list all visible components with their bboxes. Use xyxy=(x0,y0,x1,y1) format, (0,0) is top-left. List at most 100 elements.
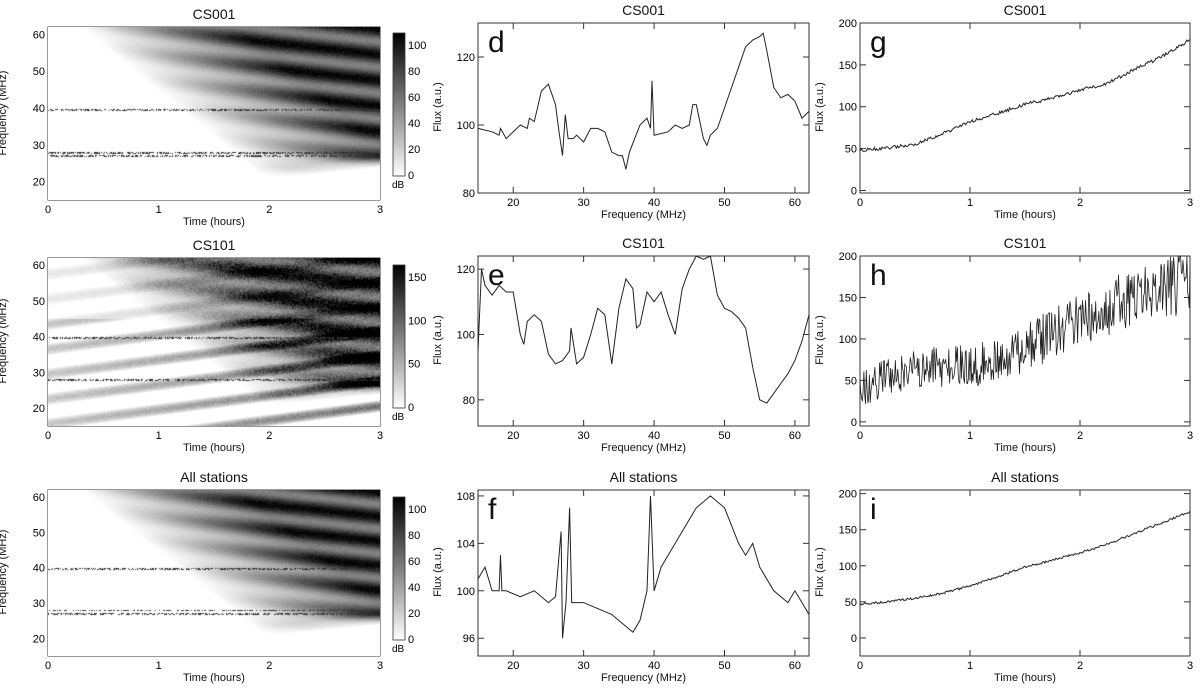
series-line-i xyxy=(859,510,1191,606)
y-tick-label: 50 xyxy=(33,527,45,539)
y-tick-label: 108 xyxy=(457,491,475,503)
y-tick-label: 20 xyxy=(33,403,45,415)
colorbar-tick: 100 xyxy=(408,40,426,52)
y-tick-label: 40 xyxy=(33,563,45,575)
panel-title-i: All stations xyxy=(991,469,1059,485)
x-tick-label: 2 xyxy=(1077,197,1083,209)
x-tick-label: 60 xyxy=(789,660,801,672)
y-tick-label: 150 xyxy=(839,525,857,537)
x-tick-label: 2 xyxy=(266,660,272,672)
y-tick-label: 50 xyxy=(33,296,45,308)
x-tick-label: 0 xyxy=(45,430,51,442)
panel-title-d: CS001 xyxy=(622,2,665,18)
x-tick-label: 50 xyxy=(718,660,730,672)
x-tick-label: 30 xyxy=(578,197,590,209)
panel-letter-h: h xyxy=(870,259,887,292)
plot-frame-e xyxy=(477,255,810,427)
y-tick-label: 50 xyxy=(845,144,857,156)
colorbar-tick: 50 xyxy=(408,359,420,371)
series-line-g xyxy=(859,39,1191,152)
y-tick-label: 50 xyxy=(845,375,857,387)
panel-letter-e: e xyxy=(488,259,505,292)
y-tick-label: 150 xyxy=(839,60,857,72)
colorbar-tick: 0 xyxy=(408,634,414,646)
x-tick-label: 40 xyxy=(648,430,660,442)
x-axis-label-d: Frequency (MHz) xyxy=(601,209,686,221)
panel-title-h: CS101 xyxy=(1003,235,1047,251)
y-tick-label: 60 xyxy=(33,492,45,504)
y-tick-label: 40 xyxy=(33,332,45,344)
panel-letter-d: d xyxy=(488,26,505,59)
x-tick-label: 50 xyxy=(718,430,730,442)
colorbar-tick: 20 xyxy=(408,608,420,620)
y-tick-label: 120 xyxy=(457,264,475,276)
y-tick-label: 30 xyxy=(33,598,45,610)
y-tick-label: 200 xyxy=(839,251,857,263)
x-axis-label-b: Time (hours) xyxy=(183,442,245,454)
y-tick-label: 104 xyxy=(457,538,475,550)
x-tick-label: 60 xyxy=(789,197,801,209)
y-tick-label: 100 xyxy=(839,561,857,573)
panel-title-e: CS101 xyxy=(622,235,665,251)
y-tick-label: 40 xyxy=(33,103,45,115)
y-tick-label: 50 xyxy=(33,66,45,78)
colorbar-tick: 80 xyxy=(408,530,420,542)
colorbar-label: dB xyxy=(392,180,405,191)
x-tick-label: 20 xyxy=(507,660,519,672)
x-tick-label: 30 xyxy=(578,660,590,672)
y-axis-label-a: Frequency (MHz) xyxy=(0,70,9,155)
x-axis-label-f: Frequency (MHz) xyxy=(601,672,686,684)
y-tick-label: 150 xyxy=(839,292,857,304)
x-tick-label: 3 xyxy=(377,430,383,442)
y-axis-label-i: Flux (a.u.) xyxy=(814,547,826,597)
colorbar-tick: 60 xyxy=(408,556,420,568)
y-tick-label: 100 xyxy=(839,102,857,114)
colorbar-c xyxy=(392,496,406,641)
x-tick-label: 30 xyxy=(578,430,590,442)
x-tick-label: 0 xyxy=(45,660,51,672)
y-axis-label-f: Flux (a.u.) xyxy=(432,547,444,597)
x-tick-label: 60 xyxy=(789,430,801,442)
y-tick-label: 60 xyxy=(33,29,45,41)
plot-frame-f xyxy=(477,489,810,657)
x-tick-label: 1 xyxy=(156,204,162,216)
x-tick-label: 2 xyxy=(266,430,272,442)
spectrogram-a xyxy=(48,27,380,200)
y-axis-label-h: Flux (a.u.) xyxy=(814,315,826,365)
series-line-f xyxy=(477,495,810,639)
colorbar-tick: 40 xyxy=(408,118,420,130)
panel-letter-g: g xyxy=(870,26,887,59)
y-axis-label-c: Frequency (MHz) xyxy=(0,529,9,615)
x-axis-label-g: Time (hours) xyxy=(994,209,1056,221)
x-tick-label: 50 xyxy=(718,197,730,209)
x-tick-label: 1 xyxy=(967,660,973,672)
y-tick-label: 30 xyxy=(33,140,45,152)
plot-frame-d xyxy=(477,22,810,194)
colorbar-tick: 20 xyxy=(408,144,420,156)
y-tick-label: 20 xyxy=(33,633,45,645)
x-axis-label-i: Time (hours) xyxy=(994,672,1056,684)
plot-frame-h xyxy=(859,255,1191,427)
x-tick-label: 3 xyxy=(377,660,383,672)
x-tick-label: 2 xyxy=(1077,430,1083,442)
x-axis-label-e: Frequency (MHz) xyxy=(601,442,686,454)
y-tick-label: 80 xyxy=(463,395,475,407)
panel-title-g: CS001 xyxy=(1003,2,1047,18)
x-tick-label: 2 xyxy=(1077,660,1083,672)
panel-title-b: CS101 xyxy=(192,237,236,253)
y-tick-label: 200 xyxy=(839,489,857,501)
y-tick-label: 20 xyxy=(33,177,45,189)
x-tick-label: 0 xyxy=(857,430,863,442)
y-tick-label: 0 xyxy=(851,417,857,429)
colorbar-tick: 0 xyxy=(408,402,414,414)
plot-frame-i xyxy=(859,489,1191,657)
x-tick-label: 3 xyxy=(1187,660,1193,672)
colorbar-tick: 0 xyxy=(408,170,414,182)
panel-title-c: All stations xyxy=(180,469,248,485)
plot-frame-g xyxy=(859,22,1191,194)
y-tick-label: 50 xyxy=(845,597,857,609)
x-tick-label: 0 xyxy=(857,660,863,672)
y-tick-label: 0 xyxy=(851,633,857,645)
y-tick-label: 200 xyxy=(839,18,857,30)
